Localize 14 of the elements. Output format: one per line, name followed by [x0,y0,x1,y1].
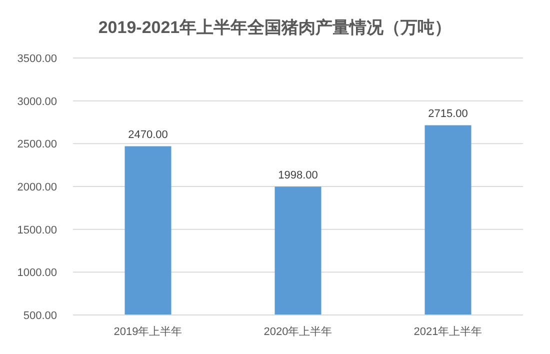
x-tick-label: 2020年上半年 [264,325,332,338]
y-tick-label: 1000.00 [17,267,57,280]
y-tick-label: 2500.00 [17,138,57,151]
y-tick-label: 2000.00 [17,182,57,194]
x-tick-label: 2019年上半年 [114,325,182,338]
data-label: 1998.00 [278,170,318,182]
data-label: 2715.00 [428,108,468,120]
y-tick-label: 1500.00 [17,224,57,236]
chart-title: 2019-2021年上半年全国猪肉产量情况（万吨） [98,18,452,37]
y-tick-label: 3500.00 [17,53,57,65]
y-tick-label: 500.00 [23,310,57,322]
data-label: 2470.00 [128,129,168,142]
y-tick-label: 3000.00 [17,96,57,108]
x-tick-label: 2021年上半年 [414,325,482,338]
